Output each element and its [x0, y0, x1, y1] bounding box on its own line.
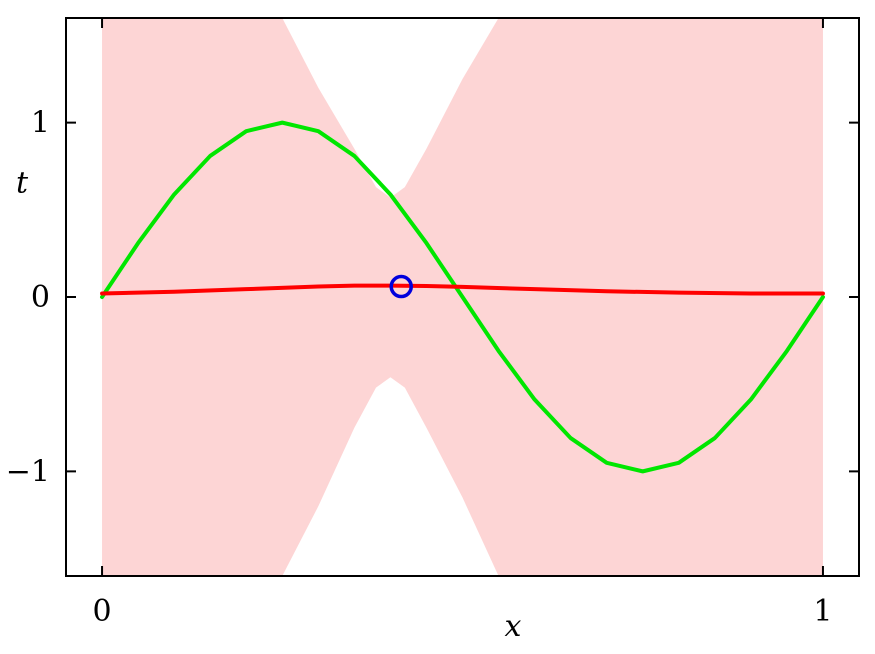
series-layer: [100, 120, 825, 474]
uncertainty-band-layer: [102, 18, 823, 576]
y-axis-label: t: [16, 165, 29, 200]
x-axis-label: x: [505, 609, 522, 644]
observation-layer: [389, 274, 413, 299]
true-function-line: [100, 120, 825, 474]
ticks-layer: 0 1 1 0 −1: [6, 18, 859, 629]
x-tick-label: 1: [813, 594, 832, 629]
predictive-mean-line: [100, 283, 825, 296]
observation-point: [389, 274, 413, 299]
uncertainty-band: [102, 18, 823, 576]
y-tick-label: 0: [31, 280, 50, 315]
y-tick-label: 1: [31, 106, 50, 141]
x-tick-label: 0: [92, 594, 111, 629]
y-tick-label: −1: [6, 454, 50, 489]
